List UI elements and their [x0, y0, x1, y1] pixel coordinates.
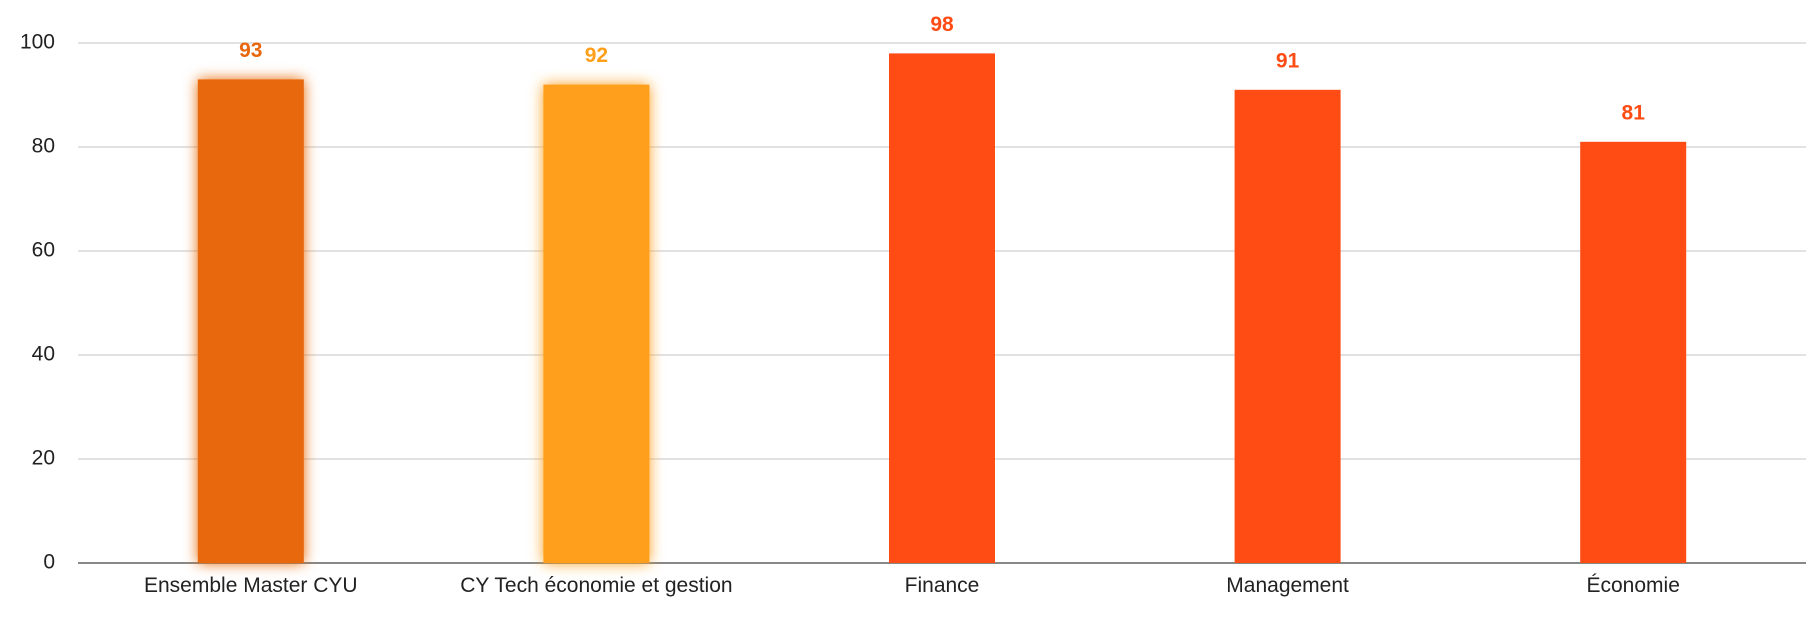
value-label: 92: [585, 44, 608, 67]
x-tick-label: Management: [1226, 574, 1349, 597]
x-tick-label: Finance: [904, 574, 980, 597]
y-tick-label: 0: [43, 551, 55, 574]
y-tick-label: 80: [32, 135, 55, 158]
value-label: 93: [239, 39, 262, 62]
value-label: 91: [1276, 49, 1300, 72]
value-label: 98: [930, 13, 954, 36]
y-tick-label: 100: [20, 31, 55, 54]
value-label: 81: [1622, 101, 1646, 124]
y-tick-label: 20: [32, 447, 55, 470]
bar: [1580, 141, 1687, 564]
bar: [543, 84, 650, 563]
x-tick-label: Économie: [1586, 574, 1680, 597]
y-tick-label: 40: [32, 343, 55, 366]
x-tick-label: Ensemble Master CYU: [144, 574, 358, 597]
bar: [889, 53, 995, 564]
x-tick-label: CY Tech économie et gestion: [460, 574, 733, 597]
bar: [1234, 89, 1341, 564]
bar: [197, 79, 304, 564]
y-tick-label: 60: [32, 239, 55, 262]
